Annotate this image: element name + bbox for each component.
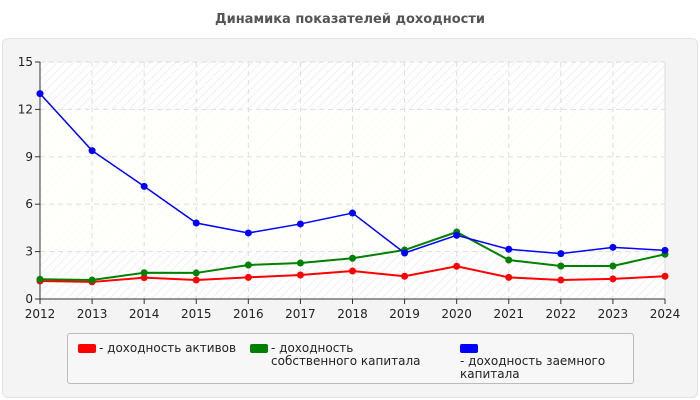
data-point: [661, 246, 669, 254]
x-tick-label: 2013: [77, 307, 108, 321]
data-point: [557, 250, 565, 258]
data-point: [661, 272, 669, 280]
x-tick-label: 2019: [389, 307, 420, 321]
data-point: [88, 147, 96, 155]
data-point: [244, 261, 252, 269]
data-point: [609, 262, 617, 270]
legend-item[interactable]: - доходность заемного капитала: [460, 342, 633, 381]
x-tick-label: 2015: [181, 307, 212, 321]
x-tick-label: 2022: [546, 307, 577, 321]
data-point: [401, 272, 409, 280]
data-point: [296, 259, 304, 267]
legend-swatch: [78, 344, 96, 353]
data-point: [609, 243, 617, 251]
data-point: [505, 273, 513, 281]
data-point: [192, 219, 200, 227]
x-tick-label: 2012: [25, 307, 56, 321]
chart-title: Динамика показателей доходности: [215, 12, 485, 27]
data-point: [349, 254, 356, 262]
y-tick-label: 9: [25, 150, 33, 164]
x-tick-label: 2024: [650, 307, 681, 321]
x-tick-label: 2014: [129, 307, 160, 321]
legend-item[interactable]: - доходность активов: [78, 342, 249, 355]
x-tick-label: 2018: [337, 307, 368, 321]
data-point: [36, 275, 44, 283]
data-point: [349, 267, 356, 275]
data-point: [453, 262, 461, 270]
data-point: [609, 275, 617, 283]
data-point: [296, 271, 304, 279]
legend-label: - доходность собственного капитала: [271, 341, 421, 368]
data-point: [140, 182, 148, 190]
legend: - доходность активов - доходность собстве…: [67, 333, 634, 384]
y-tick-label: 3: [25, 245, 33, 259]
data-point: [88, 276, 96, 284]
x-tick-label: 2021: [493, 307, 524, 321]
x-tick-label: 2020: [441, 307, 472, 321]
data-point: [192, 269, 200, 277]
legend-swatch: [250, 344, 268, 353]
y-tick-label: 12: [18, 102, 33, 116]
legend-item[interactable]: - доходность собственного капитала: [250, 342, 431, 368]
data-point: [401, 249, 409, 257]
data-point: [557, 262, 565, 270]
data-point: [505, 256, 513, 264]
legend-label: - доходность активов: [99, 341, 237, 355]
data-point: [349, 209, 356, 217]
y-tick-label: 15: [18, 55, 33, 69]
y-tick-label: 6: [25, 197, 33, 211]
data-point: [296, 220, 304, 228]
legend-label: - доходность заемного капитала: [460, 354, 606, 381]
data-point: [244, 229, 252, 237]
x-tick-label: 2016: [233, 307, 264, 321]
data-point: [244, 273, 252, 281]
data-point: [505, 245, 513, 253]
data-point: [140, 269, 148, 277]
data-point: [36, 90, 44, 98]
y-tick-label: 0: [25, 292, 33, 306]
x-tick-label: 2017: [285, 307, 316, 321]
data-point: [557, 276, 565, 284]
legend-swatch: [460, 344, 478, 353]
data-point: [140, 274, 148, 282]
data-point: [453, 231, 461, 239]
data-point: [192, 276, 200, 284]
x-tick-label: 2023: [598, 307, 629, 321]
